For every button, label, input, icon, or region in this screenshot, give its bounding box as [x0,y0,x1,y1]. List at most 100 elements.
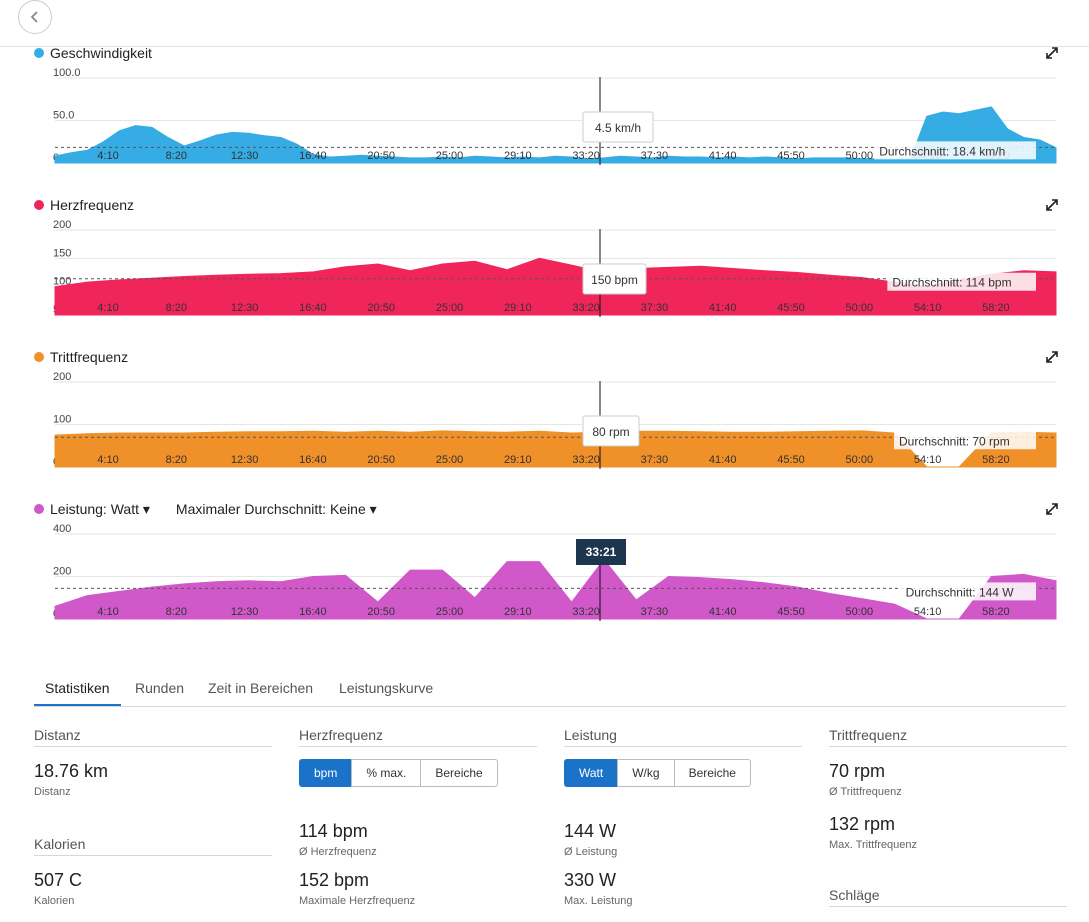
cursor-tooltip: 80 rpm [592,425,629,439]
power-watt-button[interactable]: Watt [564,759,619,787]
x-tick-label: 25:00 [436,150,464,162]
average-label: Durchschnitt: 144 W [906,585,1015,599]
power-wkg-button[interactable]: W/kg [617,759,675,787]
x-tick-label: 37:30 [641,150,669,162]
x-tick-label: 50:00 [846,606,874,618]
power-column: Leistung Watt W/kg Bereiche 144 W Ø Leis… [564,727,802,907]
x-tick-label: 45:50 [777,302,805,314]
x-tick-label: 29:10 [504,302,532,314]
x-tick-label: 12:30 [231,150,259,162]
power-stats-header: Leistung [564,727,802,747]
x-tick-label: 25:00 [436,454,464,466]
chevron-left-icon [30,11,38,23]
series-area [54,558,1057,620]
cadence-column: Trittfrequenz 70 rpm Ø Trittfrequenz 132… [829,727,1067,907]
power-legend-dot [34,504,44,514]
tab-leistungskurve[interactable]: Leistungskurve [339,680,434,696]
cad-max-value: 132 rpm [829,814,896,834]
x-tick-label: 29:10 [504,606,532,618]
power-max-value: 330 W [564,870,617,890]
speed-panel: Geschwindigkeit 100.050.00.04:108:2012:3… [0,45,1089,197]
x-tick-label: 58:20 [982,302,1010,314]
y-tick-label: 100 [53,414,71,426]
average-label-bg [874,141,1036,160]
x-tick-label: 58:20 [982,606,1010,618]
x-tick-label: 16:40 [299,302,327,314]
expand-icon[interactable] [1044,197,1060,213]
calories-label: Kalorien [34,895,75,907]
cursor-time-box [576,539,626,565]
x-tick-label: 33:20 [572,454,600,466]
speed-legend-dot [34,48,44,58]
y-tick-label: 50.0 [53,110,74,122]
tab-statistiken[interactable]: Statistiken [34,676,121,706]
tab-zeit-in-bereichen[interactable]: Zeit in Bereichen [208,680,314,696]
x-tick-label: 45:50 [777,454,805,466]
x-tick-label: 41:40 [709,454,737,466]
power-unit-toggle: Watt W/kg Bereiche [564,759,802,787]
back-button[interactable] [18,0,52,34]
power-chart[interactable]: 40020004:108:2012:3016:4020:5025:0029:10… [0,501,1089,653]
x-tick-label: 8:20 [166,454,187,466]
x-tick-label: 54:10 [914,454,942,466]
speed-chart[interactable]: 100.050.00.04:108:2012:3016:4020:5025:00… [0,45,1089,197]
average-label: Durchschnitt: 114 bpm [892,276,1011,290]
hr-bpm-button[interactable]: bpm [299,759,353,787]
series-area [54,430,1057,468]
average-label-bg [900,582,1036,601]
y-tick-label: 200 [53,566,71,578]
x-tick-label: 20:50 [367,302,395,314]
chevron-down-icon: ▾ [142,500,150,517]
cad-legend-dot [34,352,44,362]
x-tick-label: 54:10 [914,606,942,618]
power-avg-label: Ø Leistung [564,846,618,858]
y-tick-label: 100.0 [53,67,81,79]
x-tick-label: 33:20 [572,302,600,314]
hr-zones-button[interactable]: Bereiche [420,759,498,787]
max-average-dropdown[interactable]: Maximaler Durchschnitt: Keine ▾ [175,500,377,517]
calories-value: 507 C [34,870,83,890]
tab-runden[interactable]: Runden [135,680,185,696]
y-tick-label: 400 [53,523,71,535]
distance-header: Distanz [34,727,272,747]
distance-column: Distanz 18.76 km Distanz Kalorien 507 C … [34,727,272,907]
cadence-chart[interactable]: 20010004:108:2012:3016:4020:5025:0029:10… [0,349,1089,501]
x-tick-label: 29:10 [504,150,532,162]
x-tick-label: 58:20 [982,454,1010,466]
calories-header: Kalorien [34,836,272,856]
strokes-header: Schläge [829,887,1067,907]
power-max-label: Max. Leistung [564,895,633,907]
expand-icon[interactable] [1044,501,1060,517]
hr-avg-value: 114 bpm [299,821,368,841]
power-zones-button[interactable]: Bereiche [673,759,751,787]
x-tick-label: 37:30 [641,302,669,314]
distance-value: 18.76 km [34,761,109,781]
cursor-tooltip-box [582,415,640,447]
x-tick-label: 37:30 [641,606,669,618]
expand-icon[interactable] [1044,45,1060,61]
cursor-tooltip-box [582,263,647,295]
expand-icon[interactable] [1044,349,1060,365]
cad-avg-label: Ø Trittfrequenz [829,786,902,798]
power-unit-dropdown[interactable]: Leistung: Watt ▾ [50,500,150,517]
hr-chart-title: Herzfrequenz [50,197,135,213]
cursor-tooltip: 150 bpm [591,273,638,287]
cursor-time-label: 33:21 [586,545,617,559]
x-tick-label: 8:20 [166,150,187,162]
x-tick-label: 8:20 [166,606,187,618]
x-tick-label: 45:50 [777,606,805,618]
hr-avg-label: Ø Herzfrequenz [299,846,377,858]
x-tick-label: 50:00 [846,302,874,314]
x-tick-label: 41:40 [709,302,737,314]
x-tick-label: 45:50 [777,150,805,162]
x-tick-label: 12:30 [231,302,259,314]
distance-label: Distanz [34,786,71,798]
y-tick-label: 200 [53,219,71,231]
hr-percent-max-button[interactable]: % max. [351,759,422,787]
x-tick-label: 12:30 [231,454,259,466]
average-label-bg [894,431,1036,450]
x-tick-label: 20:50 [367,454,395,466]
hr-stats-header: Herzfrequenz [299,727,537,747]
x-tick-label: 54:10 [914,302,942,314]
heart-rate-chart[interactable]: 200150100504:108:2012:3016:4020:5025:002… [0,197,1089,349]
